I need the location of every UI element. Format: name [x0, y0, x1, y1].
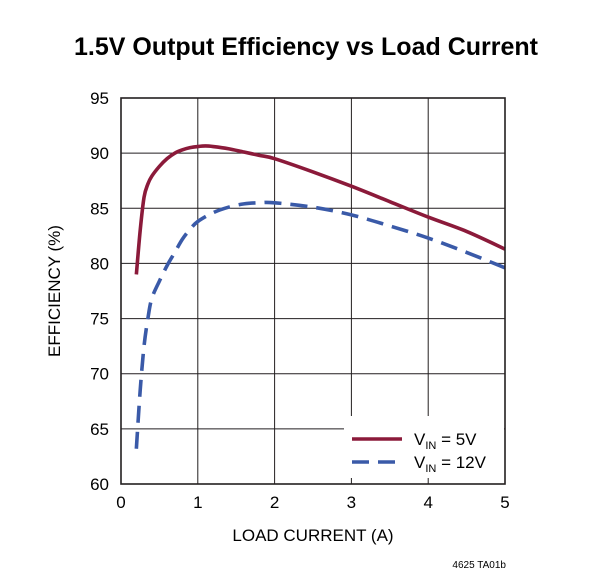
- y-tick-label: 65: [90, 420, 109, 439]
- y-tick-label: 80: [90, 254, 109, 273]
- figure-code: 4625 TA01b: [452, 560, 506, 571]
- x-tick-label: 5: [500, 493, 509, 512]
- legend-label-vin-5v: VIN = 5V: [414, 430, 477, 452]
- x-tick-label: 4: [423, 493, 432, 512]
- grid: [121, 98, 505, 484]
- legend-background: [344, 416, 504, 478]
- x-tick-label: 2: [270, 493, 279, 512]
- y-tick-label: 70: [90, 365, 109, 384]
- y-tick-label: 90: [90, 144, 109, 163]
- x-axis-label: LOAD CURRENT (A): [232, 526, 393, 545]
- y-tick-label: 95: [90, 89, 109, 108]
- x-tick-label: 3: [347, 493, 356, 512]
- legend-label-vin-12v: VIN = 12V: [414, 453, 487, 475]
- legend: VIN = 5V VIN = 12V: [344, 416, 504, 478]
- y-axis-label: EFFICIENCY (%): [45, 225, 64, 357]
- series-line-vin-12v: [134, 200, 506, 449]
- x-tick-label: 0: [116, 493, 125, 512]
- plot-lines: [134, 144, 506, 449]
- x-tick-labels: 0 1 2 3 4 5: [116, 493, 509, 512]
- y-tick-label: 60: [90, 475, 109, 494]
- y-tick-labels: 60 65 70 75 80 85 90 95: [90, 89, 109, 494]
- series-line-vin-5v: [134, 144, 506, 275]
- chart-title: 1.5V Output Efficiency vs Load Current: [74, 33, 539, 61]
- x-tick-label: 1: [193, 493, 202, 512]
- plot-frame: [120, 97, 506, 485]
- y-tick-label: 85: [90, 199, 109, 218]
- y-tick-label: 75: [90, 310, 109, 329]
